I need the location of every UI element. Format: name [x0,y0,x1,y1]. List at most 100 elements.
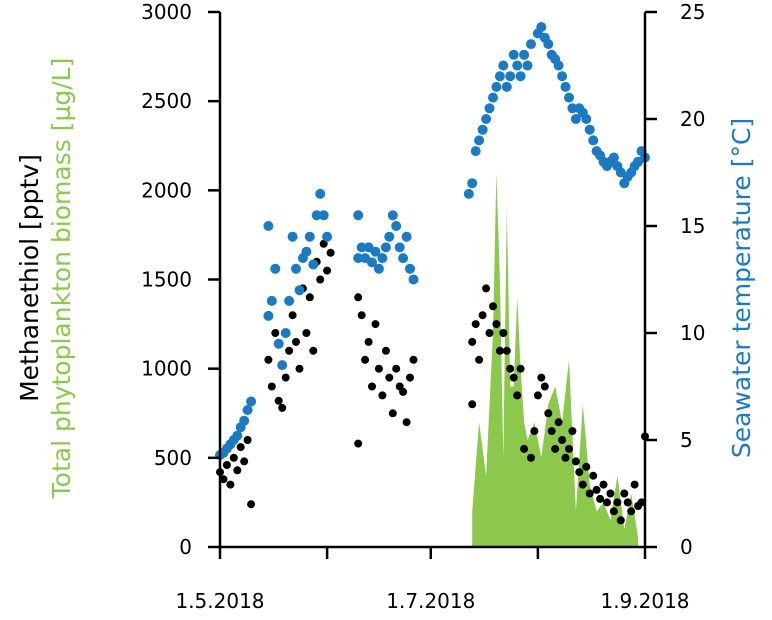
methanethiol-points-group [216,239,649,525]
x-tick-label: 1.5.2018 [175,589,264,613]
temperature-point [373,263,384,274]
temperature-point [384,231,395,242]
methanethiol-point [568,427,577,436]
y-left-tick-label: 0 [179,535,192,559]
y-left-tick-label: 2000 [141,178,192,202]
temperature-point [526,39,536,50]
methanethiol-point [554,418,563,427]
temperature-point [387,210,398,221]
temperature-point [263,221,274,231]
temperature-point [463,188,474,199]
temperature-point [273,338,284,349]
temperature-point [270,263,281,274]
temperature-point [239,415,250,426]
axes-group: 0 500 1000 1500 2000 2500 3000 0 5 10 15 20 25 1.5.20… [141,0,705,613]
methanethiol-point [475,355,484,364]
temperature-point [543,39,554,50]
methanethiol-point [609,507,618,516]
methanethiol-point [316,275,325,284]
methanethiol-point [354,439,363,448]
methanethiol-point [267,382,276,391]
methanethiol-point [575,468,584,477]
methanethiol-point [571,457,580,466]
methanethiol-point [381,346,390,355]
temperature-point [581,114,592,124]
y-left-tick-label: 1500 [141,268,192,292]
methanethiol-point [540,382,549,391]
y-right-label: Seawater temperature [°C] [727,118,756,458]
temperature-point [484,103,495,114]
temperature-point [519,49,530,60]
methanethiol-point [288,311,297,320]
temperature-point [232,430,243,441]
temperature-point [481,114,492,124]
methanethiol-point [578,480,587,489]
temperature-point [308,259,319,270]
y-right-tick-label: 25 [680,0,705,24]
methanethiol-point [516,364,525,373]
methanethiol-point [222,461,231,469]
methanethiol-point [489,302,497,311]
methanethiol-point [592,485,601,494]
temperature-point [291,263,301,274]
temperature-point [377,253,388,264]
methanethiol-point [495,346,504,355]
temperature-point [536,22,547,32]
temperature-point [588,135,599,146]
temperature-point [553,60,564,71]
methanethiol-point [243,436,252,444]
temperature-point [408,274,419,285]
methanethiol-point [285,346,294,355]
methanethiol-point [247,500,256,509]
temperature-point [394,242,405,253]
temperature-point [322,231,333,242]
y-left-label-line2: Total phytoplankton biomass [µg/L] [47,58,76,500]
methanethiol-point [492,320,501,329]
methanethiol-point [589,471,598,480]
methanethiol-point [402,418,411,427]
temperature-point [505,71,516,82]
temperature-point [560,81,571,92]
methanethiol-point [547,427,556,436]
methanethiol-point [264,355,273,364]
y-left-tick-label: 2500 [141,89,192,113]
temperature-point [498,60,509,71]
methanethiol-point [565,444,573,453]
methanethiol-point [585,489,594,498]
methanethiol-point [357,311,366,320]
methanethiol-point [278,403,287,412]
temperature-point [242,405,253,415]
methanethiol-point [271,329,280,337]
temperature-point [391,221,402,231]
temperature-point [567,103,578,114]
temperature-point [294,285,305,296]
methanethiol-point [499,329,508,337]
temperature-point [470,146,481,157]
y-left-tick-label: 3000 [141,0,192,24]
biomass-area-group [472,172,639,547]
methanethiol-point [561,453,570,462]
methanethiol-point [637,498,646,507]
temperature-point [277,360,288,371]
temperature-point [494,71,505,82]
temperature-point [557,71,568,82]
methanethiol-point [468,400,477,409]
methanethiol-point [305,293,314,302]
temperature-point [474,135,485,146]
y-left-tick-label: 1000 [141,357,192,381]
methanethiol-point [478,311,487,320]
y-right-tick-label: 5 [680,428,693,452]
y-right-tick-label: 10 [680,321,705,345]
y-left-tick-label: 500 [154,446,192,470]
temperature-point [491,81,502,92]
methanethiol-point [292,337,300,346]
temperature-point [608,152,619,163]
methanethiol-point [620,489,629,498]
methanethiol-point [226,480,235,489]
methanethiol-point [378,391,387,400]
methanethiol-point [409,355,418,364]
methanethiol-point [281,373,290,382]
temperature-point [318,210,329,221]
